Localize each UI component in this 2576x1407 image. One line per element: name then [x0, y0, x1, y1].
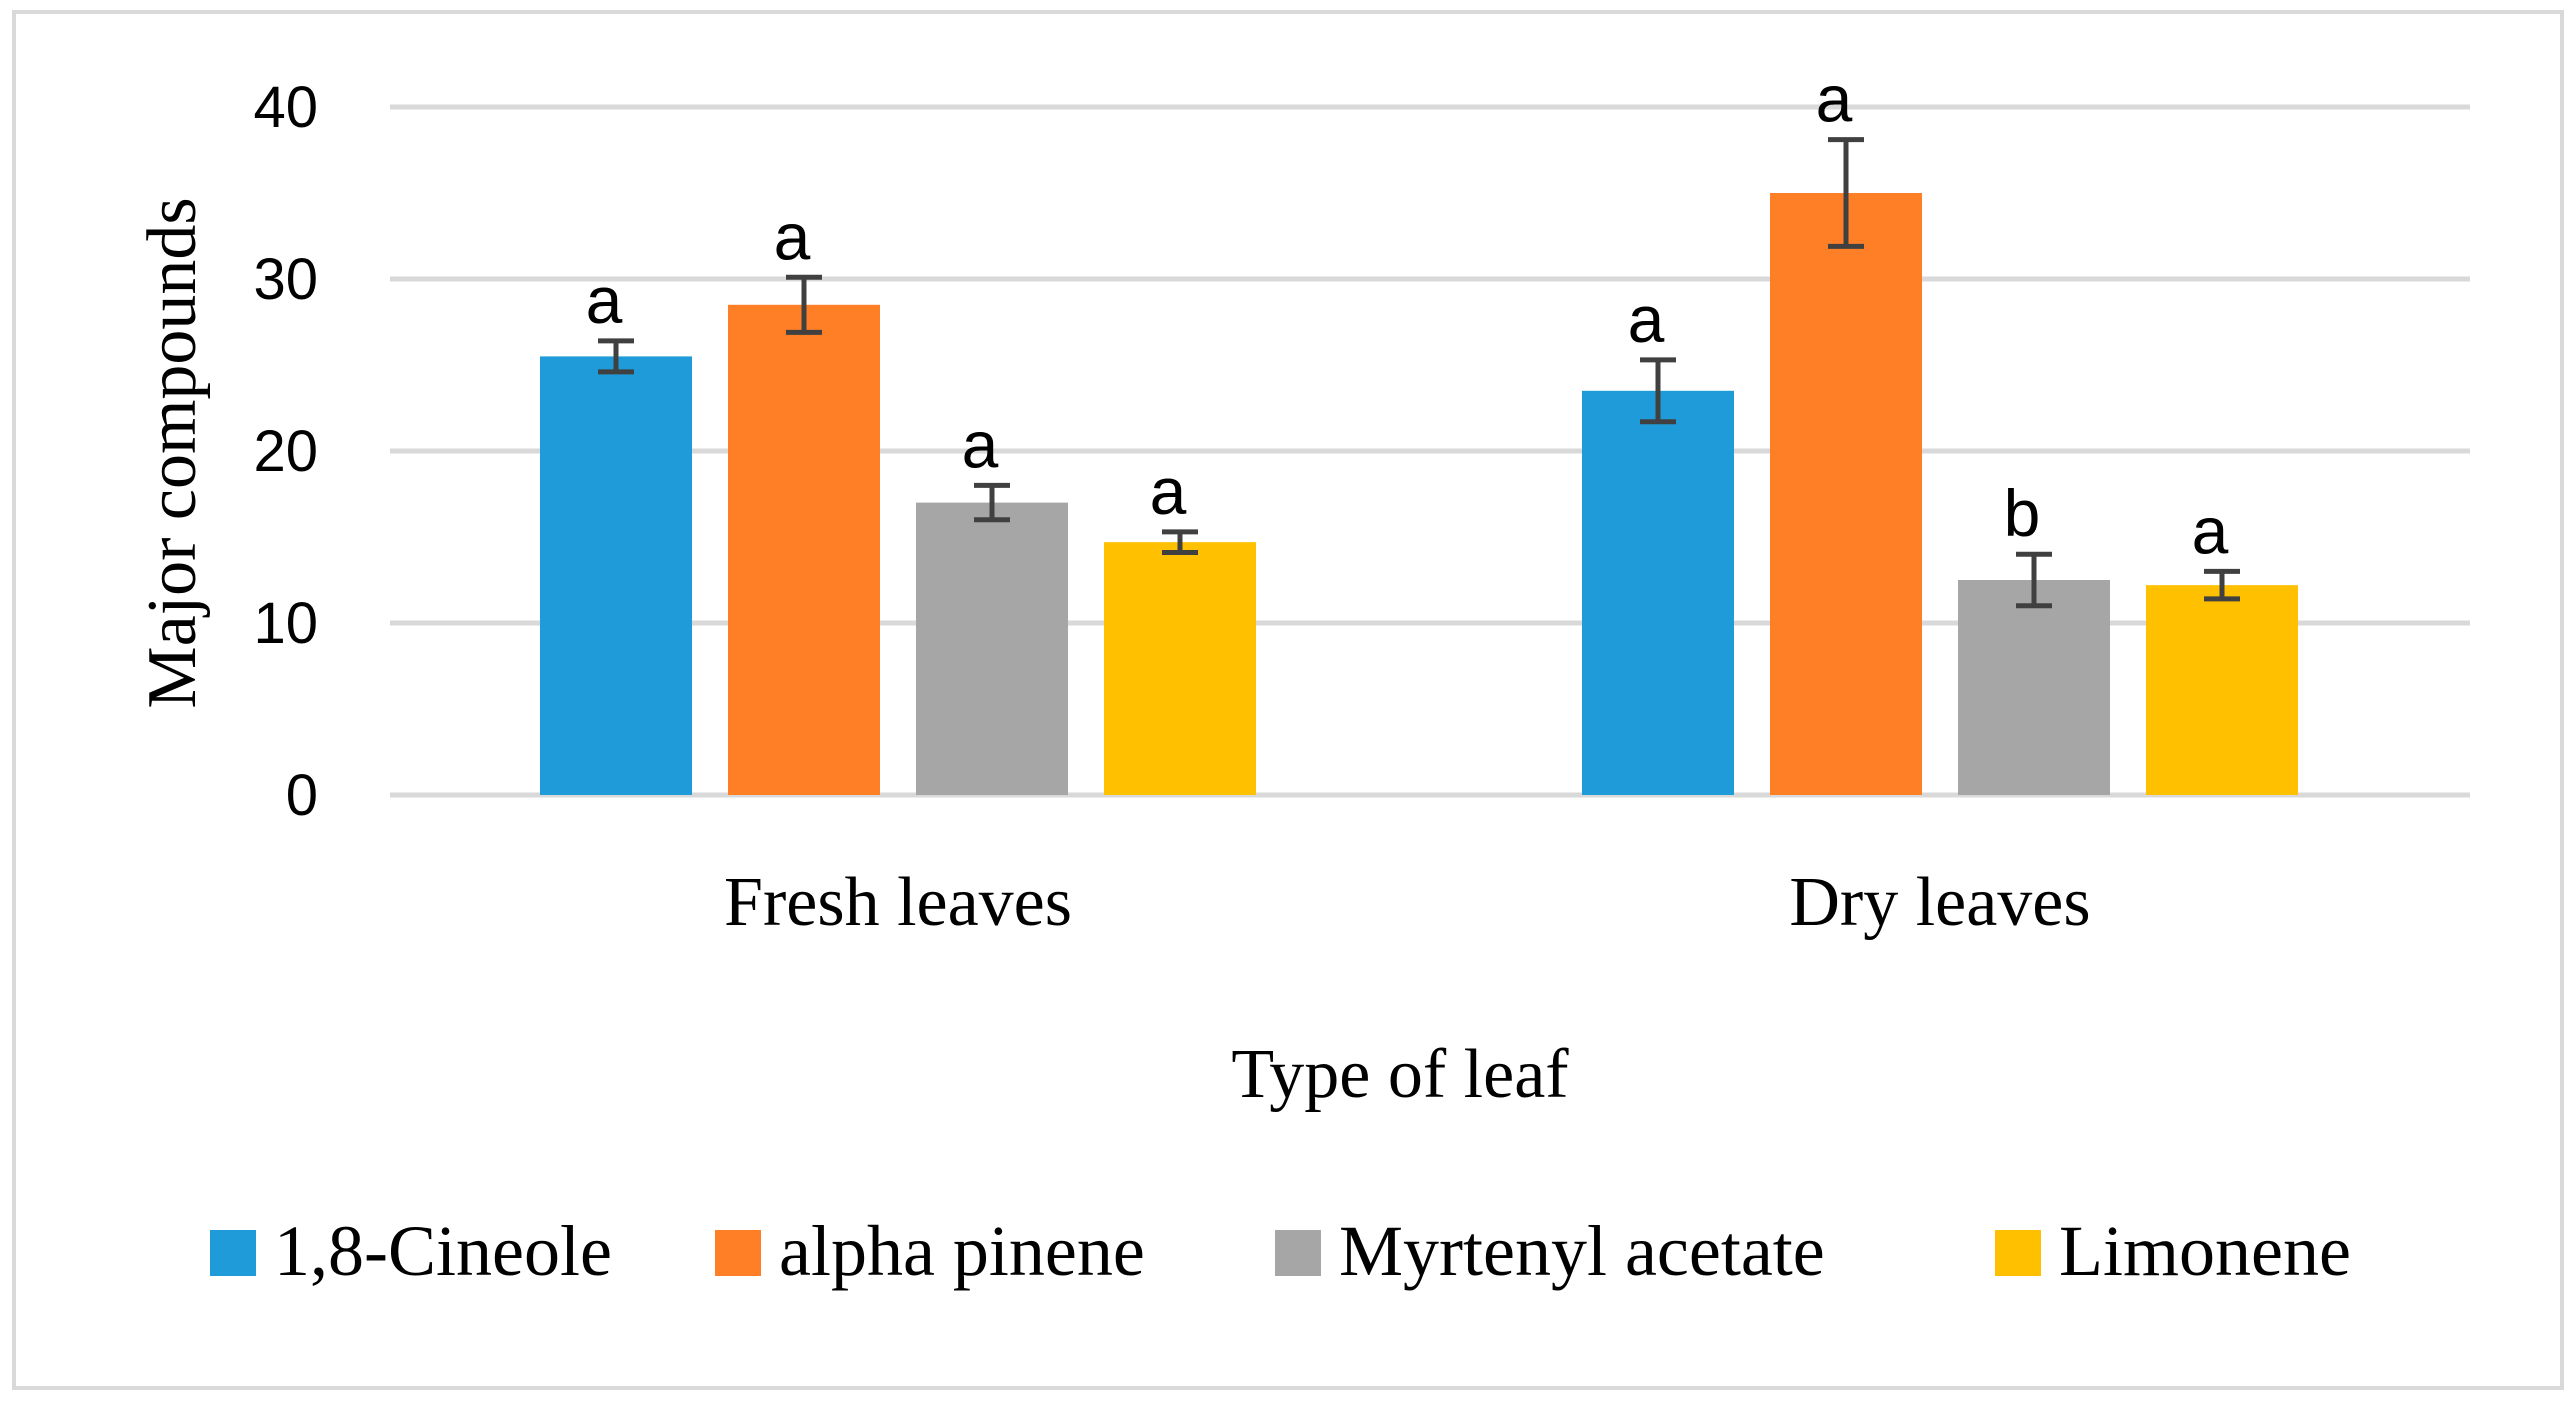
y-tick-label: 0: [286, 763, 318, 828]
bar: [1958, 580, 2110, 795]
x-axis-categories: Fresh leaves Dry leaves: [724, 864, 2091, 941]
significance-label: a: [2192, 493, 2229, 567]
y-tick-label: 40: [253, 75, 318, 140]
y-tick-label: 30: [253, 247, 318, 312]
error-bars: [598, 137, 2240, 609]
x-axis-title: Type of leaf: [1231, 1036, 1569, 1113]
bar: [728, 304, 880, 795]
legend-label: Myrtenyl acetate: [1339, 1211, 1825, 1291]
y-axis-title: Major compounds: [134, 197, 211, 708]
bar: [916, 502, 1068, 795]
significance-labels: a a a a a a b a: [586, 62, 2229, 568]
bar: [1770, 193, 1922, 795]
x-category-label: Dry leaves: [1789, 864, 2090, 941]
y-tick-label: 20: [253, 419, 318, 484]
significance-label: a: [1150, 454, 1187, 528]
legend: 1,8-Cineole alpha pinene Myrtenyl acetate L…: [210, 1211, 2351, 1291]
significance-label: b: [2004, 476, 2041, 550]
significance-label: a: [774, 199, 811, 273]
chart-border: [12, 10, 2564, 1390]
significance-label: a: [1816, 62, 1853, 136]
significance-label: a: [962, 407, 999, 481]
significance-label: a: [586, 263, 623, 337]
legend-swatch: [1995, 1230, 2041, 1276]
bar: [2146, 585, 2298, 795]
legend-label: 1,8-Cineole: [274, 1211, 612, 1291]
x-category-label: Fresh leaves: [724, 864, 1072, 941]
legend-swatch: [715, 1230, 761, 1276]
legend-swatch: [210, 1230, 256, 1276]
y-tick-label: 10: [253, 591, 318, 656]
legend-label: alpha pinene: [779, 1211, 1145, 1291]
y-axis-ticks: 0 10 20 30 40: [253, 75, 318, 828]
bars: [540, 193, 2298, 795]
legend-label: Limonene: [2059, 1211, 2351, 1291]
bar: [1582, 390, 1734, 795]
legend-swatch: [1275, 1230, 1321, 1276]
bar: [540, 356, 692, 795]
bar: [1104, 542, 1256, 795]
significance-label: a: [1628, 282, 1665, 356]
